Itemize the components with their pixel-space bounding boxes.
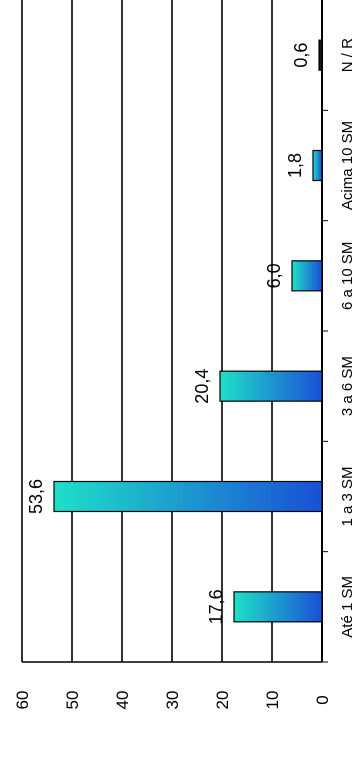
data-label: 6,0 [264,263,284,288]
category-label: Acima 10 SM [339,121,356,210]
category-label: Até 1 SM [339,576,356,638]
data-label: 17,6 [206,589,226,624]
data-label: 0,6 [291,43,311,68]
data-label: 1,8 [285,153,305,178]
category-label: 1 a 3 SM [339,466,356,526]
bar-3 [219,370,323,402]
value-tick-label: 40 [113,691,132,710]
category-label: 6 a 10 SM [339,242,356,310]
category-label: N / R [339,38,356,72]
data-label: 53,6 [26,479,46,514]
value-tick-label: 10 [263,691,282,710]
category-labels: Até 1 SM 1 a 3 SM 3 a 6 SM 6 a 10 SM Acima 1… [339,38,356,638]
value-tick-label: 60 [13,691,32,710]
value-tick-label: 30 [163,691,182,710]
bar-4 [291,260,323,292]
grid-lines [21,0,323,662]
data-labels: 17,6 53,6 20,4 6,0 1,8 0,6 [26,43,311,625]
value-tick-label: 0 [313,695,332,704]
bar-5 [312,149,323,182]
value-tick-label: 50 [63,691,82,710]
bar-1 [233,591,323,623]
bar-6 [318,39,323,71]
value-axis-ticks: 0 10 20 30 40 50 60 [13,691,332,710]
value-tick-label: 20 [213,691,232,710]
axes [22,109,328,663]
bars [53,39,323,623]
bar-2 [53,480,323,513]
data-label: 20,4 [192,369,212,404]
category-label: 3 a 6 SM [339,356,356,416]
